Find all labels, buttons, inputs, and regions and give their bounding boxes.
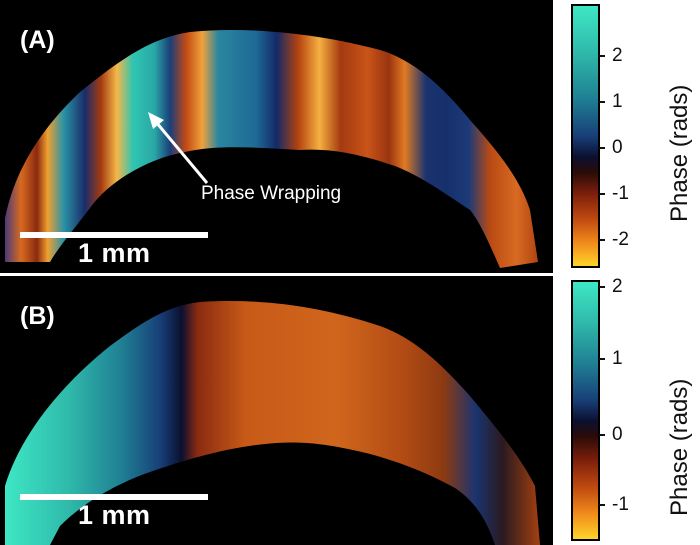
tissue-region-a (5, 30, 538, 269)
colorbar-b-tick-label: 2 (612, 276, 623, 297)
colorbar-a-tick-label: 2 (612, 45, 623, 66)
colorbar-a-tick-mark (599, 55, 605, 57)
colorbar-a (571, 4, 600, 268)
phase-image-panel-b: (B) 1 mm (0, 276, 553, 545)
colorbar-a-tick-label: 1 (612, 91, 623, 112)
annotation-arrow-line (154, 121, 209, 184)
scalebar-label-a: 1 mm (78, 238, 151, 268)
panel-letter-a: (A) (20, 26, 55, 54)
colorbar-b-tick-mark (599, 434, 605, 436)
colorbar-a-tick-mark (599, 239, 605, 241)
phase-map-b (5, 301, 540, 545)
colorbar-b-tick-mark (599, 504, 605, 506)
colorbar-a-tick-label: 0 (612, 137, 623, 158)
colorbar-b-tick-label: 0 (612, 424, 623, 445)
colorbar-a-title: Phase (rads) (666, 84, 693, 222)
scalebar-label-b: 1 mm (78, 500, 151, 530)
phase-map-a (5, 30, 538, 269)
colorbar-b (571, 280, 600, 541)
panel-letter-b: (B) (20, 302, 55, 330)
colorbar-a-tick-mark (599, 101, 605, 103)
scalebar-line-a (20, 232, 208, 238)
colorbar-a-tick-mark (599, 147, 605, 149)
colorbar-a-tick-mark (599, 193, 605, 195)
colorbar-b-tick-label: -1 (612, 494, 629, 515)
phase-image-panel-a: (A) Phase Wrapping 1 mm (0, 0, 553, 273)
tissue-region-b (5, 301, 540, 545)
colorbar-b-tick-mark (599, 286, 605, 288)
colorbar-b-title: Phase (rads) (666, 378, 693, 516)
colorbar-b-tick-label: 1 (612, 348, 623, 369)
colorbar-a-tick-label: -1 (612, 183, 629, 204)
arrow-head-icon (148, 112, 164, 129)
colorbar-a-tick-label: -2 (612, 229, 629, 250)
phase-wrapping-label: Phase Wrapping (201, 183, 342, 204)
scalebar-line-b (20, 494, 208, 500)
colorbar-b-tick-mark (599, 358, 605, 360)
